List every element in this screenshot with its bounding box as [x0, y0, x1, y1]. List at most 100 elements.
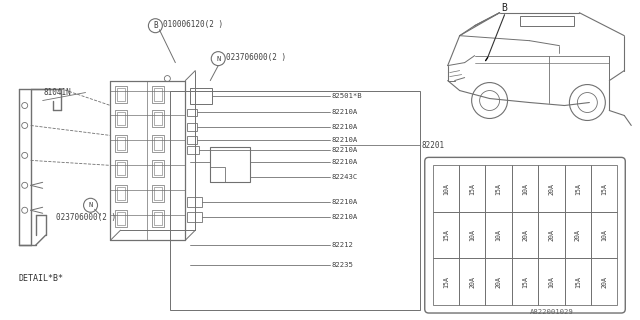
Bar — [512, 259, 538, 305]
Bar — [512, 212, 538, 259]
Bar — [564, 259, 591, 305]
Bar — [538, 165, 564, 212]
Bar — [118, 162, 125, 175]
Text: 023706000(2 ): 023706000(2 ) — [56, 213, 116, 222]
Bar — [433, 259, 459, 305]
Text: 82210A: 82210A — [332, 148, 358, 153]
Bar — [188, 108, 197, 116]
Bar — [188, 147, 199, 154]
Bar — [564, 165, 591, 212]
Bar — [520, 16, 574, 26]
Text: 82212: 82212 — [332, 242, 354, 248]
Bar — [591, 212, 618, 259]
Text: 82210A: 82210A — [332, 159, 358, 165]
Bar — [486, 212, 512, 259]
Bar — [190, 88, 212, 103]
Bar — [118, 113, 125, 125]
Text: 20A: 20A — [495, 276, 502, 288]
Bar — [433, 212, 459, 259]
Text: 82210A: 82210A — [332, 214, 358, 220]
Text: 023706000(2 ): 023706000(2 ) — [226, 53, 286, 62]
Bar — [433, 165, 459, 212]
Text: 10A: 10A — [522, 183, 528, 195]
Text: 15A: 15A — [495, 183, 502, 195]
Text: 10A: 10A — [548, 276, 554, 288]
Bar — [591, 259, 618, 305]
Text: 82210A: 82210A — [332, 137, 358, 143]
Bar — [154, 88, 163, 100]
Bar — [115, 210, 127, 227]
Bar — [154, 137, 163, 150]
Text: 010006120(2 ): 010006120(2 ) — [163, 20, 223, 29]
Bar — [118, 212, 125, 225]
Text: A822001029: A822001029 — [529, 309, 573, 315]
Text: 82235: 82235 — [332, 262, 354, 268]
Bar — [118, 137, 125, 150]
Text: 20A: 20A — [548, 229, 554, 241]
Text: 82210A: 82210A — [332, 109, 358, 116]
Text: 81041N: 81041N — [44, 88, 72, 97]
Text: 15A: 15A — [443, 229, 449, 241]
Bar — [538, 212, 564, 259]
Bar — [115, 160, 127, 177]
Text: 20A: 20A — [575, 229, 580, 241]
Bar — [188, 212, 202, 222]
Bar — [154, 162, 163, 175]
Text: 15A: 15A — [575, 276, 580, 288]
Bar — [170, 91, 420, 310]
Bar — [512, 165, 538, 212]
Bar — [459, 212, 486, 259]
Bar — [486, 259, 512, 305]
Bar — [152, 135, 164, 152]
Bar — [538, 259, 564, 305]
Text: 20A: 20A — [548, 183, 554, 195]
Text: 10A: 10A — [469, 229, 476, 241]
Text: 82243C: 82243C — [332, 174, 358, 180]
Text: 15A: 15A — [601, 183, 607, 195]
Text: B: B — [502, 3, 508, 13]
Text: 82210A: 82210A — [332, 199, 358, 205]
Bar — [188, 124, 197, 132]
Bar — [115, 85, 127, 102]
Bar — [211, 167, 225, 182]
Text: 15A: 15A — [522, 276, 528, 288]
Bar — [459, 259, 486, 305]
Text: N: N — [216, 56, 220, 62]
Text: 20A: 20A — [469, 276, 476, 288]
Text: 20A: 20A — [522, 229, 528, 241]
Bar — [152, 85, 164, 102]
Bar — [118, 88, 125, 100]
Text: 82210A: 82210A — [332, 124, 358, 131]
Bar — [486, 165, 512, 212]
Text: B: B — [153, 21, 157, 30]
Bar — [152, 110, 164, 127]
Text: DETAIL*B*: DETAIL*B* — [19, 274, 64, 283]
Bar — [118, 187, 125, 200]
Text: 82201: 82201 — [422, 141, 445, 150]
Bar — [152, 210, 164, 227]
Text: N: N — [88, 202, 93, 208]
Bar — [115, 135, 127, 152]
Bar — [115, 110, 127, 127]
Bar — [154, 212, 163, 225]
Text: 82501*B: 82501*B — [332, 92, 363, 99]
Text: 20A: 20A — [601, 276, 607, 288]
Bar — [154, 113, 163, 125]
Bar — [154, 187, 163, 200]
Text: 15A: 15A — [575, 183, 580, 195]
Bar — [188, 197, 202, 207]
Bar — [115, 185, 127, 202]
Text: 10A: 10A — [601, 229, 607, 241]
Bar — [188, 136, 197, 144]
Bar — [591, 165, 618, 212]
Bar — [152, 160, 164, 177]
Text: 10A: 10A — [443, 183, 449, 195]
Bar — [459, 165, 486, 212]
FancyBboxPatch shape — [425, 157, 625, 313]
Bar — [152, 185, 164, 202]
Text: 15A: 15A — [443, 276, 449, 288]
Text: 10A: 10A — [495, 229, 502, 241]
Bar — [211, 148, 250, 182]
Text: 15A: 15A — [469, 183, 476, 195]
Bar — [564, 212, 591, 259]
